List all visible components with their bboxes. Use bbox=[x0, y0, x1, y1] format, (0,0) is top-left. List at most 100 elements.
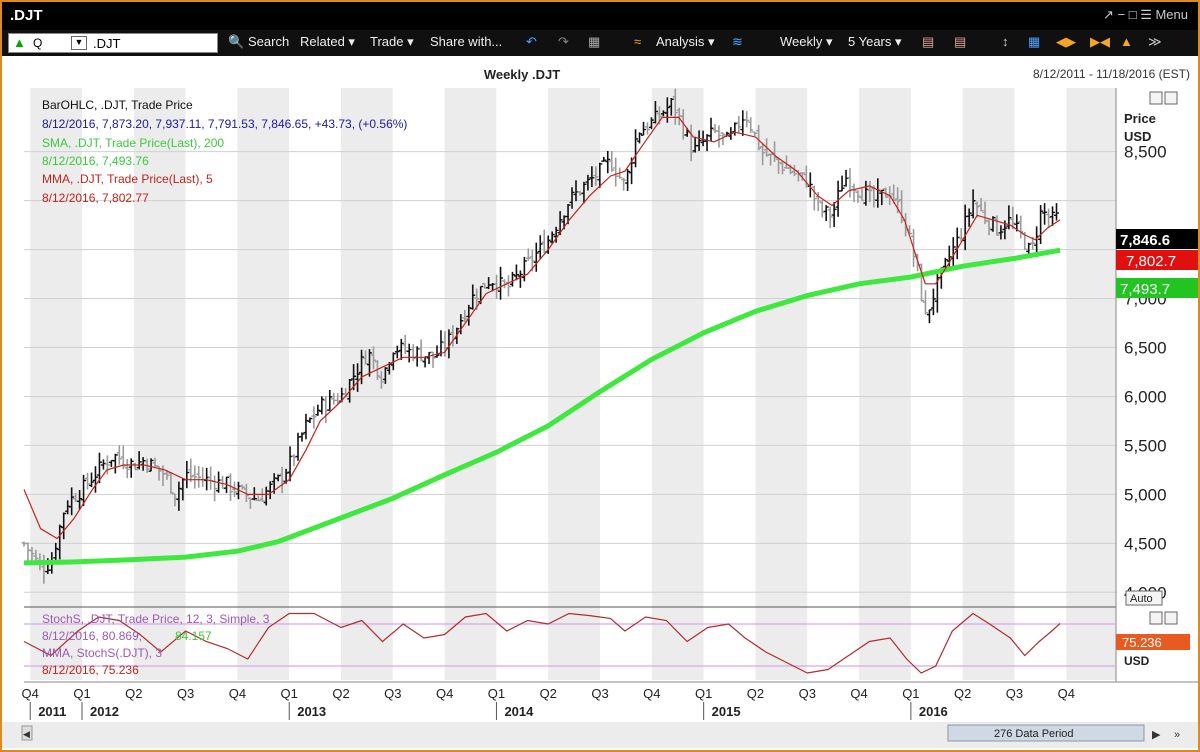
ohlc-bar bbox=[132, 462, 138, 471]
ohlc-bar bbox=[760, 143, 766, 166]
ohlc-bar bbox=[92, 466, 98, 493]
line-chart-icon[interactable]: ▤ bbox=[922, 34, 935, 49]
interval-menu[interactable]: Weekly ▾ bbox=[780, 34, 833, 49]
stochastic-panel bbox=[23, 612, 1116, 674]
sma-badge-label: 7,493.7 bbox=[1120, 281, 1170, 298]
ohlc-bar bbox=[748, 117, 754, 134]
ohlc-bar bbox=[196, 466, 202, 488]
ohlc-bar bbox=[823, 205, 829, 221]
symbol-input[interactable]: .DJT bbox=[93, 36, 121, 51]
stoch-axis-currency: USD bbox=[1124, 654, 1150, 668]
related-menu[interactable]: Related ▾ bbox=[300, 34, 355, 49]
up-arrow-icon: ▲ bbox=[13, 35, 26, 50]
scroll-left-icon: ◀ bbox=[23, 729, 30, 739]
ohlc-bar bbox=[33, 549, 39, 562]
panel-maximize-icon[interactable] bbox=[1164, 91, 1178, 105]
ohlc-bar bbox=[990, 216, 996, 232]
year-label: 2016 bbox=[919, 704, 948, 719]
ohlc-bar bbox=[799, 172, 805, 181]
calendar-icon[interactable]: ▦ bbox=[1028, 34, 1041, 49]
ohlc-bar bbox=[867, 180, 873, 203]
pin-icon[interactable]: ↕ bbox=[1002, 34, 1009, 49]
bar-chart-icon[interactable]: ▤ bbox=[954, 34, 967, 49]
scroll-left-icon[interactable]: ◀▶ bbox=[1056, 34, 1076, 49]
main-legend: BarOHLC, .DJT, Trade Price 8/12/2016, 7,… bbox=[42, 98, 407, 205]
quarter-label: Q2 bbox=[747, 686, 764, 701]
ohlc-bar bbox=[859, 188, 865, 202]
folder-icon[interactable]: ▦ bbox=[588, 34, 601, 49]
scale-icon[interactable]: ▲ bbox=[1120, 34, 1133, 49]
ohlc-bar bbox=[855, 190, 861, 203]
range-menu[interactable]: 5 Years ▾ bbox=[848, 34, 902, 49]
quarter-label: Q4 bbox=[436, 686, 453, 701]
quarter-label: Q4 bbox=[643, 686, 660, 701]
quarter-label: Q4 bbox=[1058, 686, 1075, 701]
chart-style-icon[interactable]: ≋ bbox=[732, 34, 743, 49]
stoch-restore-icon[interactable] bbox=[1149, 611, 1163, 625]
expand-icon[interactable]: » bbox=[1174, 729, 1180, 741]
scroll-thumb[interactable] bbox=[947, 724, 1145, 742]
share-menu[interactable]: Share with... bbox=[430, 34, 503, 49]
zoom-icon[interactable]: ▶◀ bbox=[1090, 34, 1110, 49]
ohlc-bar bbox=[986, 219, 992, 236]
price-axis[interactable]: Price USD 4,0004,5005,0005,5006,0006,500… bbox=[1124, 91, 1178, 606]
ohlc-bar bbox=[601, 156, 607, 162]
quarter-band bbox=[1066, 88, 1116, 680]
ohlc-bar bbox=[462, 309, 468, 323]
ohlc-bar bbox=[664, 97, 670, 123]
window-controls[interactable]: ↗ − □ ☰ Menu bbox=[1103, 7, 1188, 22]
ohlc-bar bbox=[1038, 205, 1044, 245]
quarter-band bbox=[289, 88, 342, 680]
ohlc-bar bbox=[577, 191, 583, 196]
panel-restore-icon[interactable] bbox=[1149, 91, 1163, 105]
ohlc-bar bbox=[172, 493, 178, 507]
ohlc-bar bbox=[259, 488, 265, 502]
search-icon[interactable]: 🔍 bbox=[228, 34, 245, 49]
quarter-label: Q3 bbox=[1006, 686, 1023, 701]
ohlc-bar bbox=[116, 445, 122, 465]
ohlc-bar bbox=[299, 432, 305, 442]
chevron-down-icon[interactable]: ▼ bbox=[71, 36, 87, 50]
ohlc-bar bbox=[390, 352, 396, 371]
quarter-band bbox=[755, 88, 808, 680]
trade-menu[interactable]: Trade ▾ bbox=[370, 34, 414, 49]
ohlc-bar bbox=[776, 157, 782, 174]
quarter-label: Q3 bbox=[384, 686, 401, 701]
ohlc-bar bbox=[57, 524, 63, 560]
auto-scale-label: Auto bbox=[1130, 593, 1153, 605]
auto-scale-button[interactable] bbox=[1125, 590, 1163, 606]
ohlc-bar bbox=[89, 472, 95, 488]
ohlc-bar bbox=[267, 481, 273, 500]
more-icon[interactable]: ≫ bbox=[1148, 34, 1162, 49]
ohlc-bar bbox=[839, 175, 845, 192]
legend-sma-value: 8/12/2016, 7,493.76 bbox=[42, 154, 149, 168]
symbol-box[interactable]: ▲ Q ▼ .DJT bbox=[8, 33, 218, 53]
ohlc-bar bbox=[696, 130, 702, 151]
ohlc-bar bbox=[164, 469, 170, 480]
quarter-band bbox=[444, 88, 497, 680]
analysis-menu[interactable]: Analysis ▾ bbox=[656, 34, 715, 49]
undo-icon[interactable]: ↶ bbox=[526, 34, 537, 49]
quarter-label: Q4 bbox=[22, 686, 39, 701]
ohlc-bar bbox=[879, 189, 885, 206]
ohlc-bar bbox=[243, 483, 249, 503]
ohlc-bar bbox=[648, 117, 654, 130]
stoch-maximize-icon[interactable] bbox=[1164, 611, 1178, 625]
quarter-band bbox=[1014, 88, 1067, 680]
mma-badge bbox=[1116, 250, 1198, 270]
chart-header: Weekly .DJT 8/12/2011 - 11/18/2016 (EST) bbox=[2, 64, 1198, 84]
ohlc-bar bbox=[228, 473, 234, 501]
stoch-axis: 75.236 USD bbox=[1116, 611, 1190, 668]
ohlc-bar bbox=[621, 177, 627, 191]
quarter-label: Q1 bbox=[73, 686, 90, 701]
scroll-left-button[interactable] bbox=[21, 725, 33, 741]
ohlc-bar bbox=[315, 404, 321, 416]
date-range: 8/12/2011 - 11/18/2016 (EST) bbox=[1033, 67, 1190, 81]
scroll-right-icon[interactable]: ▶ bbox=[1152, 729, 1161, 741]
search-button[interactable]: Search bbox=[248, 34, 290, 49]
ohlc-bar bbox=[553, 226, 559, 243]
redo-icon[interactable]: ↷ bbox=[558, 34, 569, 49]
ohlc-bar bbox=[756, 124, 762, 151]
price-tick-label: 6,000 bbox=[1124, 387, 1167, 406]
